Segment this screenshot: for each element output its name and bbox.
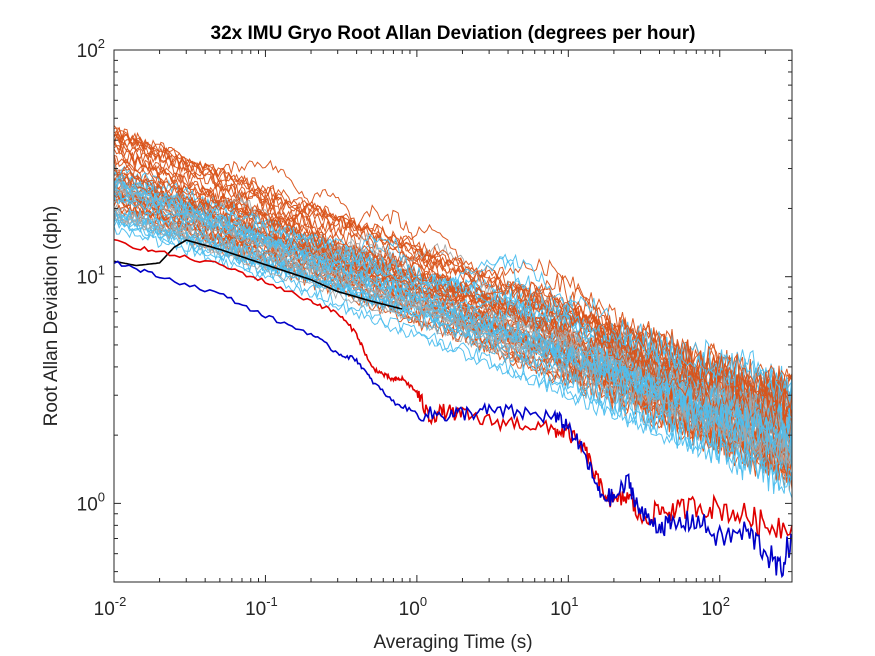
series-line-lightblue (113, 176, 793, 470)
series-layer (113, 125, 793, 579)
series-line-orange (113, 126, 793, 397)
y-tick-label: 101 (77, 263, 105, 289)
y-tick-label: 102 (77, 36, 105, 62)
chart-title: 32x IMU Gryo Root Allan Deviation (degre… (211, 23, 696, 44)
series-line-orange (113, 172, 793, 423)
x-axis-label: Averaging Time (s) (373, 632, 532, 653)
x-tick-label: 101 (550, 594, 578, 620)
series-line-lightblue (113, 191, 793, 402)
series-line-blue (113, 260, 793, 579)
series-line-black (113, 239, 403, 310)
y-tick-label: 100 (77, 489, 105, 515)
ticks-layer: 10-2 10-1 100 101 102 100 101 102 (77, 36, 793, 620)
x-tick-label: 10-2 (94, 594, 127, 620)
series-line-orange (113, 177, 793, 439)
axes-frame (113, 49, 793, 583)
series-line-lightblue (113, 219, 793, 491)
x-tick-label: 10-1 (245, 594, 278, 620)
series-line-red (113, 238, 793, 539)
y-axis-label: Root Allan Deviation (dph) (41, 206, 62, 427)
x-tick-label: 100 (399, 594, 427, 620)
x-tick-label: 102 (702, 594, 730, 620)
series-line-gray (113, 188, 793, 464)
